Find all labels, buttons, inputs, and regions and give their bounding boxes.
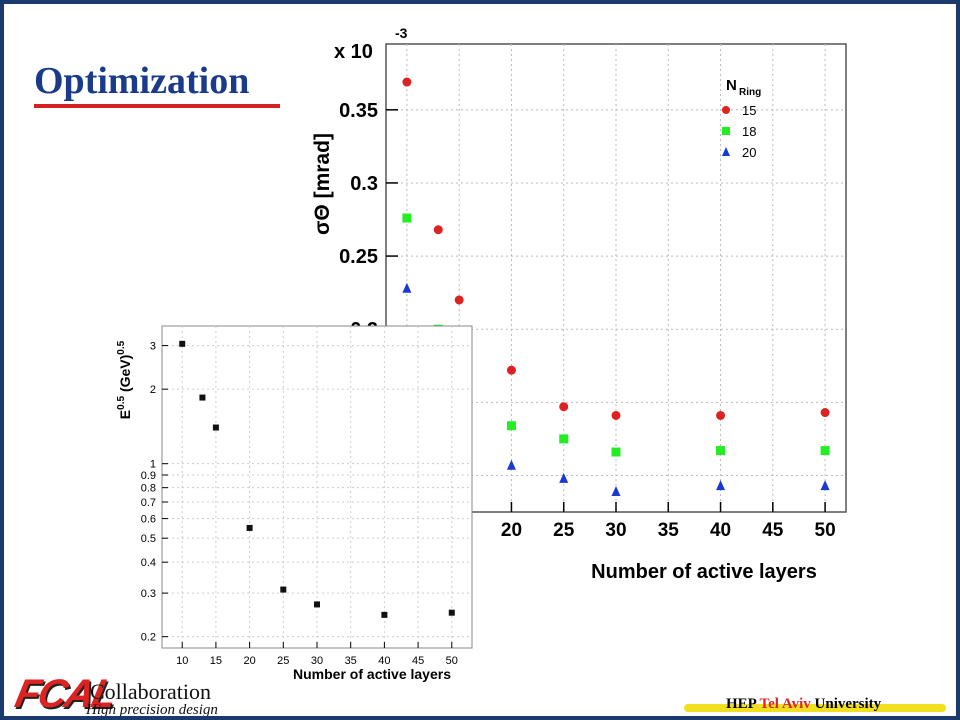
main-point-square bbox=[506, 421, 516, 431]
legend-marker-square bbox=[722, 127, 730, 135]
main-point-circle bbox=[433, 225, 443, 235]
inset-point bbox=[448, 609, 455, 616]
main-point-circle bbox=[402, 77, 412, 87]
inset-axis-ticks: 10 15 20 25 30 35 40 45 50 0.2 0.3 0.4 0.5 0.6 0.7 0.80… bbox=[141, 341, 458, 667]
inset-y-tick-label: 0.5 bbox=[141, 533, 156, 545]
main-point-triangle bbox=[716, 480, 726, 491]
legend-label: 15 bbox=[742, 103, 756, 118]
inset-point bbox=[179, 340, 186, 347]
footer-affiliation: HEP Tel Aviv University bbox=[726, 697, 881, 712]
inset-x-tick-label: 25 bbox=[277, 655, 289, 667]
footer-org-mid: Tel Aviv bbox=[759, 696, 811, 712]
inset-y-tick-label: 0.6 bbox=[141, 514, 156, 526]
main-point-triangle bbox=[611, 486, 621, 497]
slide: Optimization 1015202530354045500.10.150.… bbox=[4, 4, 956, 716]
inset-y-tick-label: 0.3 bbox=[141, 588, 156, 600]
main-point-triangle bbox=[820, 480, 830, 491]
inset-grid bbox=[162, 326, 472, 648]
main-grid bbox=[386, 44, 846, 512]
main-y-tick-label: 0.3 bbox=[350, 173, 378, 195]
main-point-square bbox=[559, 434, 569, 444]
main-x-tick-label: 25 bbox=[553, 520, 575, 541]
inset-ylabel-sup1: 0.5 bbox=[116, 396, 127, 410]
footer-precision: High precision design bbox=[86, 702, 218, 717]
main-point-circle bbox=[716, 410, 726, 420]
inset-y-tick-label: 1 bbox=[150, 459, 156, 471]
main-y-tick-label: 0.35 bbox=[339, 100, 378, 122]
legend-marker-circle bbox=[722, 106, 730, 114]
legend-title: N bbox=[726, 77, 737, 94]
main-point-circle bbox=[506, 365, 516, 375]
main-y-tick-label: 0.25 bbox=[339, 246, 378, 268]
main-point-circle bbox=[820, 408, 830, 418]
footer-org-right: University bbox=[814, 696, 882, 712]
legend-label: 20 bbox=[742, 145, 756, 160]
inset-ylabel-base: E bbox=[117, 410, 133, 419]
inset-y-tick-label: 0.8 bbox=[141, 483, 156, 495]
inset-point bbox=[381, 611, 388, 618]
inset-y-tick-label: 0.7 bbox=[141, 497, 156, 509]
inset-point bbox=[280, 586, 287, 593]
main-x-tick-label: 40 bbox=[710, 520, 731, 541]
main-point-circle bbox=[559, 402, 569, 412]
main-point-circle bbox=[611, 410, 621, 420]
legend-label: 18 bbox=[742, 124, 756, 139]
inset-x-tick-label: 10 bbox=[176, 655, 188, 667]
legend: N Ring 15 18 20 bbox=[722, 77, 761, 160]
main-x-tick-label: 20 bbox=[501, 520, 522, 541]
inset-y-tick-label: 3 bbox=[150, 341, 156, 353]
inset-point bbox=[246, 524, 253, 531]
inset-x-tick-label: 30 bbox=[311, 655, 323, 667]
inset-x-tick-label: 45 bbox=[412, 655, 424, 667]
legend-marker-triangle bbox=[722, 147, 730, 156]
main-point-square bbox=[402, 213, 412, 223]
main-point-square bbox=[820, 446, 830, 456]
inset-y-tick-label: 0.2 bbox=[141, 632, 156, 644]
main-x-tick-label: 30 bbox=[605, 520, 626, 541]
inset-y-tick-label: 0.4 bbox=[141, 557, 156, 569]
y-exponent-label: x 10 bbox=[334, 41, 373, 63]
inset-point bbox=[212, 424, 219, 431]
inset-point bbox=[314, 601, 320, 608]
inset-y-tick-label: 0.9 bbox=[141, 470, 156, 482]
main-point-square bbox=[611, 447, 621, 457]
inset-x-tick-label: 50 bbox=[446, 655, 458, 667]
inset-point bbox=[199, 394, 206, 401]
inset-x-tick-label: 35 bbox=[345, 655, 357, 667]
inset-y-tick-label: 2 bbox=[150, 384, 156, 396]
main-x-tick-label: 50 bbox=[815, 520, 836, 541]
inset-ylabel-mid: (GeV) bbox=[117, 355, 133, 396]
inset-ylabel-sup2: 0.5 bbox=[116, 340, 127, 354]
main-point-triangle bbox=[506, 459, 516, 470]
inset-data-marks bbox=[179, 340, 455, 618]
inset-x-tick-label: 15 bbox=[210, 655, 222, 667]
inset-chart: 10 15 20 25 30 35 40 45 500.20.30.40.50.60.70.80… bbox=[116, 325, 473, 682]
slide-title: Optimization bbox=[34, 60, 250, 102]
inset-x-axis-label: Number of active layers bbox=[293, 666, 451, 682]
main-x-tick-label: 35 bbox=[658, 520, 680, 541]
y-exponent-power: -3 bbox=[395, 25, 408, 41]
footer-org-left: HEP bbox=[726, 696, 757, 712]
main-point-square bbox=[716, 446, 726, 456]
legend-title-sub: Ring bbox=[739, 87, 761, 98]
main-x-tick-label: 45 bbox=[762, 520, 784, 541]
inset-y-axis-label: E0.5 (GeV)0.5 bbox=[116, 340, 133, 419]
footer-collaboration: Collaboration bbox=[90, 679, 211, 704]
title-underline bbox=[34, 104, 280, 108]
inset-x-tick-label: 20 bbox=[243, 655, 255, 667]
footer-yellow-bar bbox=[684, 704, 946, 712]
main-point-triangle bbox=[402, 282, 412, 293]
main-y-axis-label: σΘ [mrad] bbox=[311, 133, 334, 235]
main-point-circle bbox=[454, 295, 464, 305]
main-point-triangle bbox=[559, 472, 569, 483]
inset-x-tick-label: 40 bbox=[378, 655, 390, 667]
main-x-axis-label: Number of active layers bbox=[591, 561, 817, 583]
